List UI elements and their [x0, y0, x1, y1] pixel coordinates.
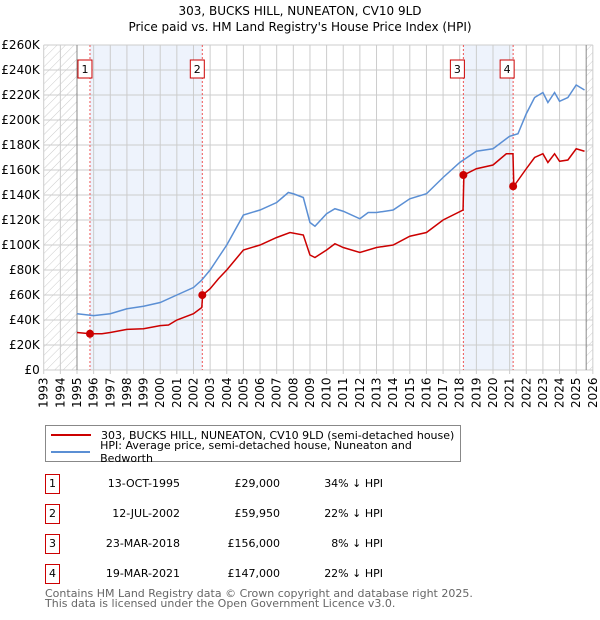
- sale-row: 4 19-MAR-2021 £147,000 22% ↓ HPI: [45, 564, 445, 584]
- footer-licence: This data is licensed under the Open Gov…: [45, 597, 396, 610]
- y-tick-label: £120K: [1, 213, 41, 227]
- sale-hpi-diff: 22% ↓ HPI: [324, 507, 383, 520]
- y-tick-label: £200K: [1, 113, 41, 127]
- ownership-band: [89, 45, 203, 370]
- x-tick-label: 2004: [220, 377, 234, 408]
- sale-hpi-diff: 8% ↓ HPI: [331, 537, 383, 550]
- x-tick-label: 2021: [503, 377, 517, 408]
- x-tick-label: 2000: [153, 377, 167, 408]
- y-tick-label: £240K: [1, 63, 41, 77]
- y-tick-label: £20K: [9, 338, 41, 352]
- chart-subtitle: Price paid vs. HM Land Registry's House …: [128, 20, 472, 34]
- sale-price: £59,950: [234, 507, 281, 520]
- x-tick-label: 1994: [53, 377, 67, 408]
- x-tick-label: 2024: [553, 377, 567, 408]
- sale-row: 3 23-MAR-2018 £156,000 8% ↓ HPI: [45, 534, 445, 554]
- sale-number: 1: [45, 474, 60, 494]
- sale-number: 4: [45, 564, 60, 584]
- x-tick-label: 2016: [419, 377, 433, 408]
- sale-point[interactable]: [198, 291, 207, 300]
- x-tick-label: 2002: [186, 377, 200, 408]
- legend-swatch-hpi: [51, 451, 91, 453]
- y-tick-label: £0: [24, 363, 39, 377]
- x-tick-label: 2025: [569, 377, 583, 408]
- sale-label: 1: [81, 63, 88, 76]
- y-tick-label: £60K: [9, 288, 41, 302]
- footer: Contains HM Land Registry data © Crown c…: [45, 587, 473, 610]
- x-tick-label: 2008: [286, 377, 300, 408]
- sale-date: 19-MAR-2021: [105, 567, 180, 580]
- x-tick-label: 2023: [536, 377, 550, 408]
- x-tick-label: 2013: [370, 377, 384, 408]
- sale-point[interactable]: [85, 329, 94, 338]
- x-tick-label: 2010: [320, 377, 334, 408]
- sale-price: £29,000: [234, 477, 281, 490]
- y-tick-label: £180K: [1, 138, 41, 152]
- y-tick-label: £160K: [1, 163, 41, 177]
- sale-point[interactable]: [459, 171, 468, 179]
- y-tick-label: £40K: [9, 313, 41, 327]
- sale-label-box: [77, 59, 93, 79]
- sale-row: 1 13-OCT-1995 £29,000 34% ↓ HPI: [45, 474, 445, 494]
- sale-date: 12-JUL-2002: [112, 507, 180, 520]
- x-tick-label: 2026: [586, 377, 600, 408]
- y-tick-label: £100K: [1, 238, 41, 252]
- hpi-line: [76, 83, 585, 317]
- chart-title: 303, BUCKS HILL, NUNEATON, CV10 9LD: [178, 4, 422, 18]
- x-tick-label: 1999: [137, 377, 151, 408]
- sale-label: 2: [194, 63, 201, 76]
- legend: 303, BUCKS HILL, NUNEATON, CV10 9LD (sem…: [45, 425, 461, 465]
- x-tick-label: 2018: [453, 377, 467, 408]
- sale-label-box: [499, 59, 515, 79]
- sale-date: 23-MAR-2018: [105, 537, 180, 550]
- hatched-region-after: [586, 45, 593, 370]
- sale-hpi-diff: 34% ↓ HPI: [324, 477, 383, 490]
- x-tick-label: 2019: [469, 377, 483, 408]
- x-tick-label: 2009: [303, 377, 317, 408]
- x-tick-label: 2015: [403, 377, 417, 408]
- y-tick-label: £260K: [1, 38, 41, 52]
- x-tick-label: 2012: [353, 377, 367, 408]
- y-tick-label: £140K: [1, 188, 41, 202]
- x-tick-label: 2014: [386, 377, 400, 408]
- x-tick-label: 1997: [103, 377, 117, 408]
- x-tick-label: 2001: [170, 377, 184, 408]
- x-tick-label: 2006: [253, 377, 267, 408]
- x-tick-label: 1996: [87, 377, 101, 408]
- x-tick-label: 1998: [120, 377, 134, 408]
- legend-label-property: 303, BUCKS HILL, NUNEATON, CV10 9LD (sem…: [101, 428, 455, 442]
- sale-hpi-diff: 22% ↓ HPI: [324, 567, 383, 580]
- x-tick-label: 2003: [203, 377, 217, 408]
- sale-label: 4: [504, 63, 511, 76]
- sale-point[interactable]: [509, 182, 518, 191]
- x-tick-label: 2005: [236, 377, 250, 408]
- x-tick-label: 2017: [436, 377, 450, 408]
- x-tick-label: 2020: [486, 377, 500, 408]
- legend-label-hpi: HPI: Average price, semi-detached house,…: [100, 439, 412, 465]
- x-tick-label: 2022: [519, 377, 533, 408]
- sale-label-box: [449, 59, 465, 79]
- sale-number: 2: [45, 504, 60, 524]
- footer-copyright: Contains HM Land Registry data © Crown c…: [45, 587, 473, 600]
- x-tick-label: 2011: [336, 377, 350, 408]
- sale-row: 2 12-JUL-2002 £59,950 22% ↓ HPI: [45, 504, 445, 524]
- property-price-line: [76, 147, 585, 335]
- sale-label-box: [189, 59, 205, 79]
- x-tick-label: 1993: [37, 377, 51, 408]
- ownership-band: [463, 45, 514, 370]
- x-tick-label: 2007: [270, 377, 284, 408]
- sale-price: £147,000: [227, 567, 281, 580]
- y-tick-label: £220K: [1, 88, 41, 102]
- legend-swatch-property: [51, 434, 91, 436]
- x-tick-label: 1995: [70, 377, 84, 408]
- price-chart: 1993 1994 1995 1996 1997 1998 1999 2000 2001 2002…: [1, 38, 600, 408]
- sale-price: £156,000: [227, 537, 281, 550]
- sale-label: 3: [454, 63, 461, 76]
- y-tick-label: £80K: [9, 263, 41, 277]
- sale-number: 3: [45, 534, 60, 554]
- sale-date: 13-OCT-1995: [107, 477, 180, 490]
